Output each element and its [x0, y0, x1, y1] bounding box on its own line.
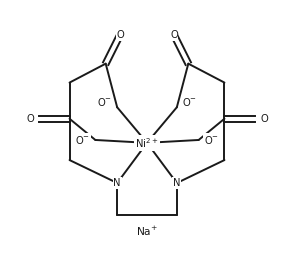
Text: Na$^{+}$: Na$^{+}$: [136, 225, 158, 238]
Text: N: N: [113, 178, 121, 188]
Text: O: O: [170, 30, 178, 40]
Text: O: O: [116, 30, 124, 40]
Text: O$^{-}$: O$^{-}$: [75, 134, 90, 146]
Text: Ni$^{2+}$: Ni$^{2+}$: [135, 136, 159, 150]
Text: O$^{-}$: O$^{-}$: [204, 134, 219, 146]
Text: O: O: [26, 114, 34, 124]
Text: O$^{-}$: O$^{-}$: [97, 96, 112, 107]
Text: N: N: [173, 178, 181, 188]
Text: O: O: [260, 114, 268, 124]
Text: O$^{-}$: O$^{-}$: [182, 96, 197, 107]
